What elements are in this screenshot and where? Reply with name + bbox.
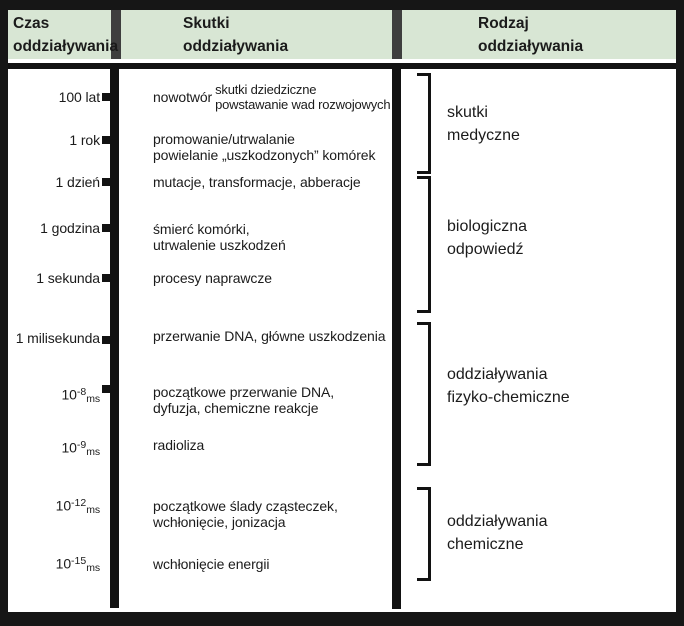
effect-line: dyfuzja, chemiczne reakcje [153, 400, 319, 416]
time-unit: ms [86, 445, 100, 458]
header-type-line1: Rodzaj [478, 15, 529, 32]
effect-line: powstawanie wad rozwojowych [215, 97, 391, 112]
header-type-line2: oddziaływania [478, 38, 584, 55]
category-line: oddziaływania [447, 513, 548, 530]
time-unit: ms [86, 561, 100, 574]
effect-line: przerwanie DNA, główne uszkodzenia [153, 328, 386, 344]
bracket-biologiczna-odpowiedz [417, 176, 431, 313]
effect-cell: nowotwór skutki dziedziczne powstawanie … [153, 82, 391, 112]
time-label: 1 dzień [55, 174, 101, 190]
effect-line: początkowe ślady cząsteczek, [153, 498, 338, 514]
effect-cell: śmierć komórki, utrwalenie uszkodzeń [153, 221, 286, 253]
effect-cell: promowanie/utrwalanie powielanie „uszkod… [153, 131, 375, 163]
header-cell-type: Rodzaj oddziaływania [478, 12, 583, 58]
bracket-chemiczne [417, 487, 431, 581]
time-base: 10 [55, 497, 72, 514]
header-cell-effects: Skutki oddziaływania [183, 12, 288, 58]
effect-subblock: skutki dziedziczne powstawanie wad rozwo… [215, 82, 390, 112]
time-base: 10 [61, 439, 77, 456]
tick-1-milisekunda [102, 336, 110, 344]
tick-1-dzien [102, 178, 110, 186]
tick-100-lat [102, 93, 110, 101]
effect-line: wchłonięcie, jonizacja [153, 514, 286, 530]
header-separator-1 [111, 10, 121, 59]
time-label: 1 rok [69, 132, 100, 148]
effect-cell: początkowe przerwanie DNA, dyfuzja, chem… [153, 384, 334, 416]
header-time-line2: oddziaływania [13, 38, 119, 55]
category-line: skutki [447, 104, 488, 121]
time-exponent: -15 [71, 555, 87, 567]
time-base: 10 [55, 555, 72, 572]
effect-cell: mutacje, transformacje, abberacje [153, 174, 361, 190]
time-unit: ms [86, 392, 100, 405]
effect-prefix: nowotwór [153, 89, 213, 105]
effect-line: radioliza [153, 437, 205, 453]
column-divider-line [392, 69, 401, 609]
tick-1-sekunda [102, 274, 110, 282]
header-effects-line2: oddziaływania [183, 38, 289, 55]
effect-line: powielanie „uszkodzonych” komórek [153, 147, 376, 163]
category-line: fizyko-chemiczne [447, 389, 570, 406]
time-label: 10-12ms [8, 494, 100, 516]
category-label: oddziaływania chemiczne [447, 510, 548, 556]
time-base: 10 [61, 386, 77, 403]
category-label: oddziaływania fizyko-chemiczne [447, 363, 570, 409]
effect-line: wchłonięcie energii [153, 556, 270, 572]
time-label: 10-15ms [8, 552, 100, 574]
time-label: 10-9ms [8, 436, 100, 458]
time-label: 1 godzina [40, 220, 100, 236]
category-line: medyczne [447, 127, 520, 144]
time-label: 1 milisekunda [15, 330, 100, 346]
time-exponent: -8 [76, 386, 87, 398]
tick-10e-8 [102, 385, 110, 393]
header-separator-2 [392, 10, 402, 59]
bracket-fizyko-chemiczne [417, 322, 431, 466]
time-axis-line [110, 69, 119, 608]
header-time-line1: Czas [13, 15, 50, 32]
effect-cell: wchłonięcie energii [153, 556, 269, 572]
time-label: 100 lat [58, 89, 100, 105]
effect-line: procesy naprawcze [153, 270, 272, 286]
category-line: biologiczna [447, 218, 528, 235]
effect-cell: procesy naprawcze [153, 270, 272, 286]
effect-cell: początkowe ślady cząsteczek, wchłonięcie… [153, 498, 338, 530]
category-line: oddziaływania [447, 366, 548, 383]
content-canvas [8, 10, 676, 612]
time-exponent: -12 [71, 497, 87, 509]
effect-line: początkowe przerwanie DNA, [153, 384, 335, 400]
category-line: odpowiedź [447, 241, 524, 258]
category-line: chemiczne [447, 536, 524, 553]
header-effects-line1: Skutki [183, 15, 230, 32]
time-exponent: -9 [76, 439, 87, 451]
effect-line: promowanie/utrwalanie [153, 131, 295, 147]
tick-1-rok [102, 136, 110, 144]
effect-line: śmierć komórki, [153, 221, 250, 237]
tick-1-godzina [102, 224, 110, 232]
category-label: skutki medyczne [447, 101, 520, 147]
effect-cell: przerwanie DNA, główne uszkodzenia [153, 328, 385, 344]
time-label: 1 sekunda [36, 270, 100, 286]
effect-line: skutki dziedziczne [215, 82, 317, 97]
time-label: 10-8ms [8, 383, 100, 405]
time-unit: ms [86, 503, 100, 516]
header-cell-time: Czas oddziaływania [13, 12, 118, 58]
effect-line: utrwalenie uszkodzeń [153, 237, 286, 253]
effect-cell: radioliza [153, 437, 204, 453]
category-label: biologiczna odpowiedź [447, 215, 527, 261]
bracket-skutki-medyczne [417, 73, 431, 174]
header-underline [8, 63, 676, 69]
effect-line: mutacje, transformacje, abberacje [153, 174, 361, 190]
